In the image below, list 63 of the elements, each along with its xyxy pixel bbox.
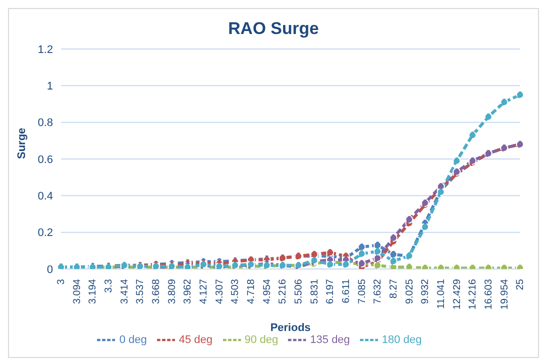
point <box>500 98 508 106</box>
x-tick-label: 19.954 <box>499 278 510 310</box>
y-tick-label: 0.6 <box>38 154 53 166</box>
chart-title: RAO Surge <box>227 19 320 39</box>
point <box>358 243 366 251</box>
point <box>326 260 334 268</box>
x-tick-label: 4.307 <box>214 278 226 304</box>
x-tick-label: 5.506 <box>294 278 305 304</box>
x-tick-label: 6.611 <box>340 278 352 304</box>
x-tick-label: 3 <box>56 278 68 285</box>
y-axis-title: Surge <box>16 128 28 159</box>
legend-label: 135 deg <box>310 334 350 346</box>
x-tick-label: 5.216 <box>278 278 289 304</box>
point <box>374 254 382 262</box>
x-tick-label: 4.503 <box>230 278 242 304</box>
legend-label: 180 deg <box>382 334 422 346</box>
point <box>374 261 382 269</box>
point <box>516 90 524 99</box>
x-tick-label: 3.3 <box>104 278 115 293</box>
point <box>389 234 398 242</box>
y-tick-label: 0.4 <box>38 190 53 203</box>
point <box>374 247 382 256</box>
x-tick-label: 3.414 <box>119 278 130 304</box>
point <box>405 216 414 224</box>
x-tick-label: 4.718 <box>246 278 258 304</box>
legend-label: 45 deg <box>178 334 212 346</box>
point <box>389 257 398 266</box>
x-tick-label: 5.831 <box>309 278 320 304</box>
point <box>389 250 398 258</box>
x-tick-label: 7.632 <box>372 278 384 304</box>
y-tick-label: 1.2 <box>38 44 53 56</box>
x-tick-label: 11.041 <box>436 278 447 309</box>
y-tick-label: 0.8 <box>38 117 53 130</box>
point <box>374 241 382 250</box>
point <box>484 112 492 121</box>
point <box>468 131 477 140</box>
x-tick-label: 3.962 <box>182 278 194 304</box>
x-tick-label: 3.668 <box>151 278 162 304</box>
x-tick-label: 3.809 <box>166 278 178 304</box>
point <box>405 263 414 269</box>
y-tick-label: 1 <box>46 80 53 93</box>
x-tick-label: 7.085 <box>356 278 368 304</box>
x-axis-title: Periods <box>270 322 311 334</box>
x-tick-label: 12.429 <box>452 278 463 310</box>
y-tick-label: 0.2 <box>38 227 53 240</box>
x-tick-label: 4.954 <box>262 278 273 304</box>
x-tick-label: 6.197 <box>325 278 336 304</box>
x-tick-label: 8.27 <box>388 278 400 298</box>
x-tick-label: 3.537 <box>135 278 146 304</box>
y-tick-label: 0 <box>46 264 53 276</box>
x-tick-label: 3.194 <box>88 278 99 304</box>
legend-label: 90 deg <box>244 334 278 346</box>
x-tick-label: 14.216 <box>468 278 479 310</box>
point <box>452 156 461 165</box>
x-tick-label: 25 <box>515 278 526 290</box>
legend-label: 0 deg <box>119 334 147 346</box>
x-tick-label: 4.127 <box>198 278 210 304</box>
x-tick-label: 9.932 <box>420 278 432 304</box>
point <box>326 248 334 256</box>
x-tick-label: 16.603 <box>483 278 494 310</box>
x-tick-label: 3.094 <box>72 278 83 304</box>
point <box>358 250 366 258</box>
x-tick-label: 9.025 <box>404 278 416 304</box>
